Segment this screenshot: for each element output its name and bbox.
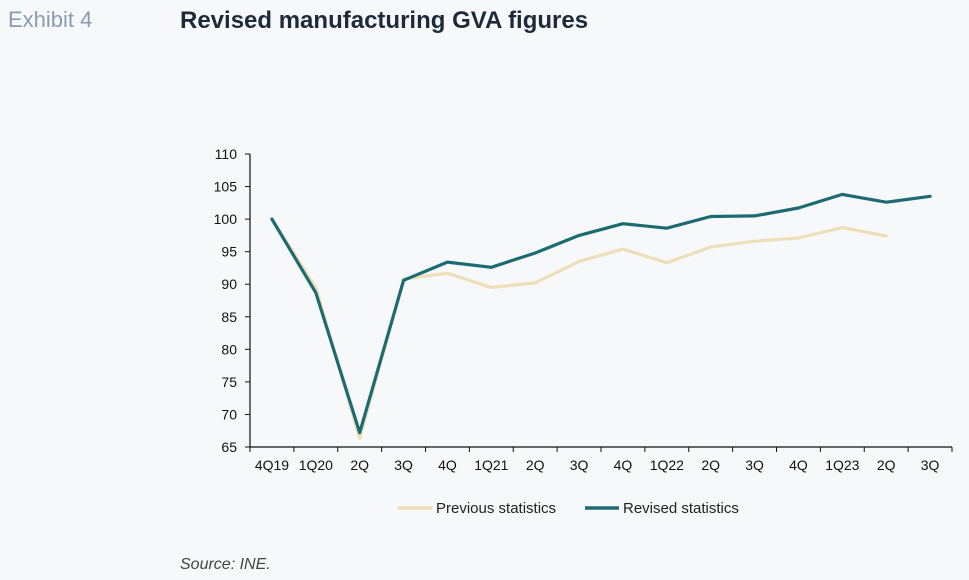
y-tick-label: 65 <box>221 439 237 455</box>
line-chart: 65 70 75 80 85 90 95 100 105 110 4Q19 1Q20 2Q 3Q 4Q 1Q… <box>214 146 953 517</box>
x-tick-label: 1Q22 <box>650 457 684 473</box>
x-tick-label: 2Q <box>877 457 896 473</box>
legend-label-revised-statistics: Revised statistics <box>623 500 739 517</box>
x-axis: 4Q19 1Q20 2Q 3Q 4Q 1Q21 2Q 3Q 4Q 1Q22 2Q 3Q 4Q 1Q23 2Q… <box>249 446 953 473</box>
x-tick-label: 3Q <box>745 457 764 473</box>
series-layer <box>270 192 932 441</box>
x-tick-label: 3Q <box>394 457 413 473</box>
y-tick-label: 75 <box>221 374 237 390</box>
x-tick-label: 1Q23 <box>825 457 859 473</box>
x-tick-label: 4Q <box>614 457 633 473</box>
y-tick-label: 70 <box>221 406 237 422</box>
x-tick-label: 1Q20 <box>299 457 333 473</box>
y-axis: 65 70 75 80 85 90 95 100 105 110 <box>214 146 251 455</box>
source-note: Source: INE. <box>180 556 271 573</box>
x-tick-label: 3Q <box>570 457 589 473</box>
exhibit-label: Exhibit 4 <box>8 7 93 32</box>
legend-label-previous-statistics: Previous statistics <box>436 500 556 517</box>
x-tick-label: 2Q <box>526 457 545 473</box>
chart-title: Revised manufacturing GVA figures <box>180 7 589 34</box>
y-tick-label: 85 <box>221 309 237 325</box>
x-tick-label: 1Q21 <box>474 457 508 473</box>
x-tick-label: 2Q <box>701 457 720 473</box>
x-tick-label: 4Q19 <box>255 457 289 473</box>
legend: Previous statistics Revised statistics <box>398 500 739 517</box>
y-tick-label: 90 <box>221 276 237 292</box>
x-tick-label: 4Q <box>438 457 457 473</box>
y-tick-label: 95 <box>221 244 237 260</box>
x-tick-label: 4Q <box>789 457 808 473</box>
series-line-previous-statistics <box>270 217 888 441</box>
y-tick-label: 80 <box>221 341 237 357</box>
x-tick-label: 2Q <box>350 457 369 473</box>
x-tick-label: 3Q <box>921 457 940 473</box>
y-tick-label: 110 <box>215 146 238 162</box>
series-line-revised-statistics <box>270 192 932 435</box>
y-tick-label: 105 <box>214 179 238 195</box>
y-tick-label: 100 <box>214 211 238 227</box>
